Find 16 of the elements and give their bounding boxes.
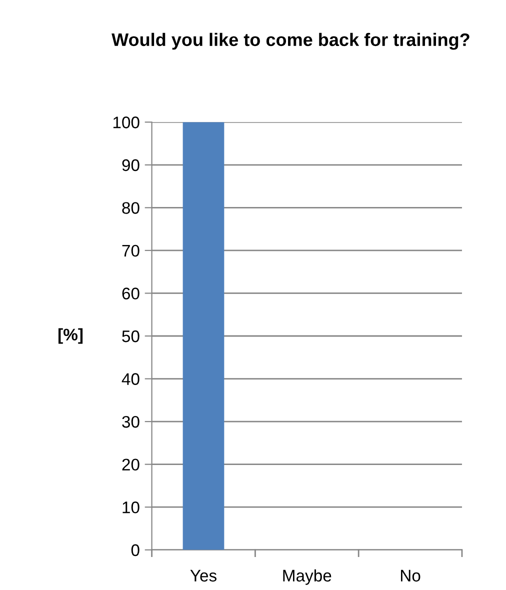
y-tick-label: 80 [122, 202, 140, 214]
y-tick-label: 20 [122, 458, 140, 471]
y-tick-label: 0 [131, 544, 140, 556]
y-tick-label: 90 [122, 159, 140, 172]
y-tick-label: 50 [122, 330, 140, 342]
y-tick-label: 30 [122, 416, 140, 428]
y-axis-title: [%] [58, 328, 83, 344]
y-tick-label: 40 [122, 373, 140, 385]
y-tick-label: 70 [122, 244, 140, 257]
y-tick-label: 60 [122, 288, 140, 300]
y-tick-label: 100 [113, 116, 140, 128]
x-tick-label: No [400, 570, 420, 582]
chart-title: Would you like to come back for training? [112, 32, 470, 50]
x-tick-label: Maybe [283, 569, 332, 585]
y-tick-label: 10 [122, 502, 140, 514]
x-tick-label: Yes [190, 570, 216, 582]
